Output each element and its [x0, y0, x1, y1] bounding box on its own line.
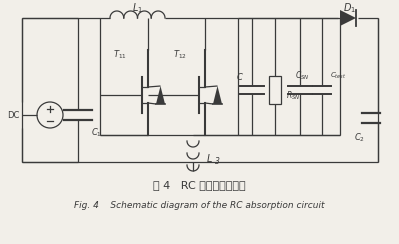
Text: $L_1$: $L_1$	[132, 1, 144, 15]
Text: $C$: $C$	[236, 71, 244, 81]
Text: $C_2$: $C_2$	[354, 132, 365, 144]
Text: Fig. 4    Schematic diagram of the RC absorption circuit: Fig. 4 Schematic diagram of the RC absor…	[74, 201, 324, 210]
Text: $C_1$: $C_1$	[91, 127, 101, 139]
Polygon shape	[156, 86, 165, 104]
Text: 3: 3	[215, 157, 220, 166]
Text: $L$: $L$	[205, 152, 212, 164]
Text: $C_{test}$: $C_{test}$	[330, 71, 346, 81]
Text: DC: DC	[7, 111, 19, 120]
Text: $T_{12}$: $T_{12}$	[173, 49, 187, 61]
Text: $T_{11}$: $T_{11}$	[113, 49, 127, 61]
Text: $R_{SN}$: $R_{SN}$	[286, 90, 300, 102]
Text: 图 4   RC 吸收电路原理图: 图 4 RC 吸收电路原理图	[153, 180, 245, 190]
Text: $C_{SN}$: $C_{SN}$	[295, 70, 309, 82]
Polygon shape	[340, 10, 356, 26]
Bar	[269, 76, 281, 104]
Polygon shape	[213, 86, 222, 104]
Text: $D_1$: $D_1$	[344, 1, 357, 15]
